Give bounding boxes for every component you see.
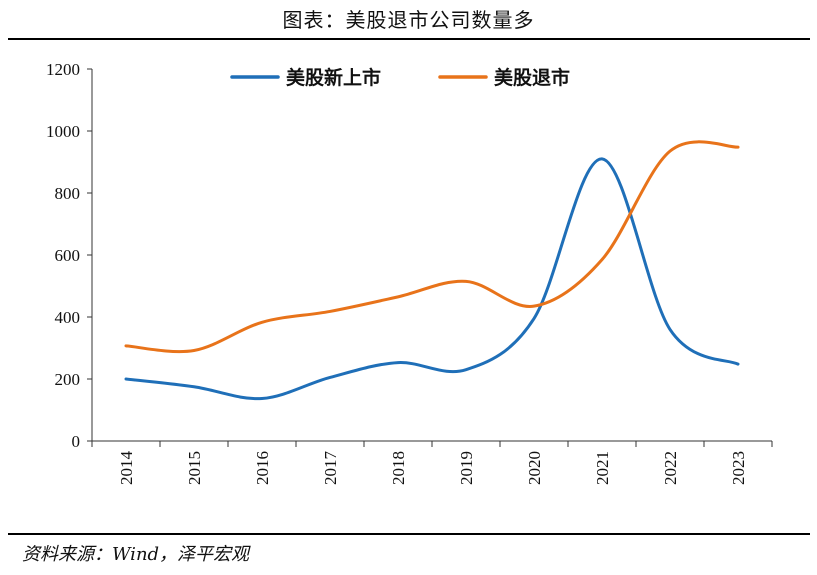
bottom-rule [8, 533, 810, 535]
source-note: 资料来源：Wind，泽平宏观 [22, 544, 250, 565]
x-tick-label: 2018 [389, 451, 408, 485]
y-tick-label: 0 [72, 432, 81, 451]
y-tick-label: 800 [55, 184, 81, 203]
x-tick-label: 2020 [525, 451, 544, 485]
legend-label-1: 美股新上市 [286, 66, 381, 89]
x-axis-ticks: 2014 2015 2016 2017 2018 2019 2020 2021 2022 2023 [91, 441, 773, 486]
y-tick-label: 400 [55, 308, 81, 327]
x-tick-label: 2023 [729, 451, 748, 485]
chart-axes [91, 69, 772, 442]
y-axis-ticks: 0 200 400 600 800 1000 1200 [46, 60, 92, 451]
y-tick-label: 1000 [46, 122, 80, 141]
chart-legend: 美股新上市 美股退市 [230, 66, 570, 89]
chart-series [124, 140, 740, 401]
legend-label-2: 美股退市 [494, 66, 570, 89]
figure-title: 图表：美股退市公司数量多 [282, 8, 535, 32]
x-tick-label: 2019 [457, 451, 476, 485]
x-tick-label: 2022 [661, 451, 680, 485]
x-tick-label: 2015 [185, 451, 204, 485]
y-tick-label: 600 [55, 246, 81, 265]
y-tick-label: 1200 [46, 60, 80, 79]
series-line-2 [124, 140, 740, 354]
x-tick-label: 2014 [117, 451, 136, 486]
x-tick-label: 2016 [253, 451, 272, 485]
series-line-1 [124, 157, 740, 401]
x-tick-label: 2021 [593, 451, 612, 485]
y-tick-label: 200 [55, 370, 81, 389]
x-tick-label: 2017 [321, 451, 340, 486]
top-rule [8, 38, 810, 40]
